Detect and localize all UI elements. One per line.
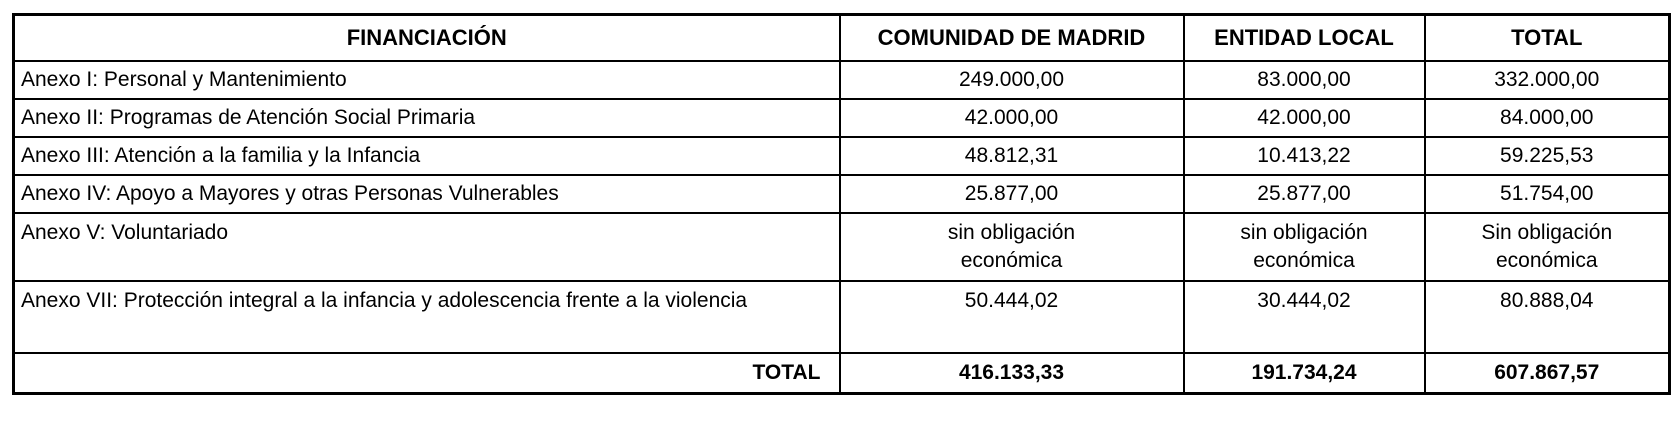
value-madrid: sin obligación económica bbox=[838, 212, 1185, 282]
table-row-anexo-3: Anexo III: Atención a la familia y la In… bbox=[12, 136, 1671, 176]
value-madrid: 25.877,00 bbox=[838, 174, 1185, 214]
column-header-comunidad-de-madrid: COMUNIDAD DE MADRID bbox=[838, 13, 1185, 62]
value-total: 51.754,00 bbox=[1423, 174, 1671, 214]
table-row-anexo-2: Anexo II: Programas de Atención Social P… bbox=[12, 98, 1671, 138]
value-local: 30.444,02 bbox=[1182, 280, 1426, 354]
value-total: 80.888,04 bbox=[1423, 280, 1671, 354]
total-total: 607.867,57 bbox=[1423, 352, 1671, 394]
column-header-total: TOTAL bbox=[1423, 13, 1671, 62]
table-row-anexo-1: Anexo I: Personal y Mantenimiento 249.00… bbox=[12, 60, 1671, 100]
value-local: 25.877,00 bbox=[1182, 174, 1426, 214]
value-madrid: 42.000,00 bbox=[838, 98, 1185, 138]
column-header-financiacion: FINANCIACIÓN bbox=[12, 13, 841, 62]
value-local: 10.413,22 bbox=[1182, 136, 1426, 176]
row-label: Anexo II: Programas de Atención Social P… bbox=[12, 98, 841, 138]
table-row-anexo-5: Anexo V: Voluntariado sin obligación eco… bbox=[12, 212, 1671, 282]
row-label: Anexo III: Atención a la familia y la In… bbox=[12, 136, 841, 176]
financing-table: FINANCIACIÓN COMUNIDAD DE MADRID ENTIDAD… bbox=[12, 13, 1671, 395]
row-label: Anexo I: Personal y Mantenimiento bbox=[12, 60, 841, 100]
value-total: 332.000,00 bbox=[1423, 60, 1671, 100]
value-local: 83.000,00 bbox=[1182, 60, 1426, 100]
value-madrid: 50.444,02 bbox=[838, 280, 1185, 354]
financing-table-container: FINANCIACIÓN COMUNIDAD DE MADRID ENTIDAD… bbox=[12, 13, 1671, 395]
value-madrid: 249.000,00 bbox=[838, 60, 1185, 100]
table-header-row: FINANCIACIÓN COMUNIDAD DE MADRID ENTIDAD… bbox=[12, 13, 1671, 62]
row-label: Anexo VII: Protección integral a la infa… bbox=[12, 280, 841, 354]
value-local: sin obligación económica bbox=[1182, 212, 1426, 282]
value-madrid: 48.812,31 bbox=[838, 136, 1185, 176]
table-total-row: TOTAL 416.133,33 191.734,24 607.867,57 bbox=[12, 352, 1671, 394]
table-row-anexo-4: Anexo IV: Apoyo a Mayores y otras Person… bbox=[12, 174, 1671, 214]
row-label: Anexo V: Voluntariado bbox=[12, 212, 841, 282]
total-row-label: TOTAL bbox=[12, 352, 841, 394]
total-madrid: 416.133,33 bbox=[838, 352, 1185, 394]
value-local: 42.000,00 bbox=[1182, 98, 1426, 138]
row-label: Anexo IV: Apoyo a Mayores y otras Person… bbox=[12, 174, 841, 214]
value-total: Sin obligación económica bbox=[1423, 212, 1671, 282]
value-total: 59.225,53 bbox=[1423, 136, 1671, 176]
table-row-anexo-7: Anexo VII: Protección integral a la infa… bbox=[12, 280, 1671, 354]
column-header-entidad-local: ENTIDAD LOCAL bbox=[1182, 13, 1426, 62]
value-total: 84.000,00 bbox=[1423, 98, 1671, 138]
total-local: 191.734,24 bbox=[1182, 352, 1426, 394]
